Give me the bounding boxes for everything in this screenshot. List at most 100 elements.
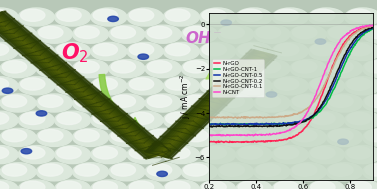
Circle shape <box>184 61 208 73</box>
Circle shape <box>256 26 280 39</box>
Circle shape <box>163 8 199 26</box>
Text: OH$^-$: OH$^-$ <box>185 30 222 46</box>
Circle shape <box>256 61 280 73</box>
Line: N-rGO-CNT-1: N-rGO-CNT-1 <box>205 27 377 125</box>
Circle shape <box>38 129 63 142</box>
Circle shape <box>55 8 90 26</box>
Circle shape <box>163 77 199 95</box>
Circle shape <box>272 111 308 129</box>
Circle shape <box>127 180 163 189</box>
Circle shape <box>347 147 371 159</box>
Circle shape <box>345 8 377 26</box>
Circle shape <box>72 94 109 112</box>
Circle shape <box>202 112 226 125</box>
Circle shape <box>254 94 290 112</box>
Circle shape <box>36 128 72 146</box>
Circle shape <box>311 9 335 21</box>
Circle shape <box>329 129 353 142</box>
Circle shape <box>236 42 272 60</box>
N-rGO-CNT-1 <box>222 124 227 126</box>
Circle shape <box>147 26 172 39</box>
Circle shape <box>293 26 317 39</box>
N-rGO-CNT-1 <box>351 46 356 49</box>
Circle shape <box>308 77 345 95</box>
Circle shape <box>199 180 236 189</box>
Circle shape <box>0 78 9 90</box>
Circle shape <box>2 164 27 176</box>
Circle shape <box>147 129 172 142</box>
Circle shape <box>272 146 308 164</box>
Circle shape <box>145 60 181 78</box>
Circle shape <box>256 164 280 176</box>
N-rGO-CNT-0.1 <box>235 117 240 119</box>
Circle shape <box>363 60 377 78</box>
N-rGO-CNT-0.5 <box>252 124 257 126</box>
Circle shape <box>91 180 127 189</box>
Circle shape <box>199 146 236 164</box>
Circle shape <box>218 128 254 146</box>
Circle shape <box>347 78 371 90</box>
Circle shape <box>36 111 47 116</box>
Circle shape <box>38 26 63 39</box>
Circle shape <box>91 42 127 60</box>
Circle shape <box>347 181 371 189</box>
N-CNT <box>310 100 315 103</box>
Circle shape <box>91 77 127 95</box>
Circle shape <box>129 147 154 159</box>
Circle shape <box>127 146 163 164</box>
Circle shape <box>138 54 149 59</box>
N-rGO <box>362 26 367 28</box>
Circle shape <box>345 180 377 189</box>
Circle shape <box>0 163 36 181</box>
Circle shape <box>272 180 308 189</box>
Circle shape <box>347 112 371 125</box>
Circle shape <box>365 61 377 73</box>
Circle shape <box>293 61 317 73</box>
Circle shape <box>181 94 218 112</box>
Circle shape <box>363 128 377 146</box>
Circle shape <box>311 78 335 90</box>
Line: N-rGO-CNT-0.5: N-rGO-CNT-0.5 <box>205 26 377 125</box>
Circle shape <box>0 43 9 56</box>
Circle shape <box>274 147 299 159</box>
Circle shape <box>183 130 194 135</box>
Circle shape <box>347 43 371 56</box>
Circle shape <box>166 147 190 159</box>
Circle shape <box>274 78 299 90</box>
Line: N-rGO: N-rGO <box>205 25 377 143</box>
Circle shape <box>308 146 345 164</box>
Circle shape <box>21 9 45 21</box>
Circle shape <box>326 94 362 112</box>
Circle shape <box>93 43 117 56</box>
Circle shape <box>274 112 299 125</box>
N-rGO-CNT-1 <box>308 118 312 120</box>
Circle shape <box>18 146 54 164</box>
Circle shape <box>274 181 299 189</box>
Circle shape <box>236 180 272 189</box>
Circle shape <box>329 26 353 39</box>
Circle shape <box>338 139 348 144</box>
Circle shape <box>315 39 326 44</box>
Circle shape <box>218 163 254 181</box>
Circle shape <box>345 111 377 129</box>
N-rGO <box>214 142 219 144</box>
Circle shape <box>36 163 72 181</box>
Circle shape <box>326 163 362 181</box>
Circle shape <box>199 111 236 129</box>
Circle shape <box>238 9 262 21</box>
Circle shape <box>109 163 145 181</box>
N-rGO <box>310 115 315 117</box>
Circle shape <box>329 164 353 176</box>
Circle shape <box>75 129 99 142</box>
Circle shape <box>72 25 109 43</box>
Circle shape <box>111 61 135 73</box>
Circle shape <box>109 25 145 43</box>
N-rGO-CNT-0.1 <box>351 33 356 36</box>
Circle shape <box>238 112 262 125</box>
Circle shape <box>21 149 32 154</box>
Circle shape <box>365 26 377 39</box>
Circle shape <box>57 147 81 159</box>
Circle shape <box>57 181 81 189</box>
Circle shape <box>0 9 9 21</box>
Circle shape <box>254 128 290 146</box>
